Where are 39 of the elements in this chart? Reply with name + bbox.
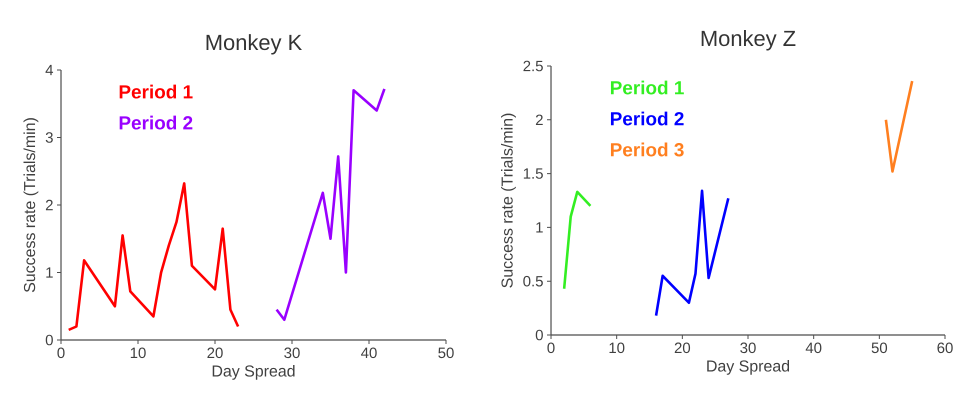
y-tick-label: 2	[46, 200, 53, 210]
x-tick-label: 40	[361, 348, 377, 358]
x-axis-title: Day Spread	[707, 360, 790, 375]
y-tick-label: 0	[46, 334, 53, 346]
chart-title: Monkey K	[206, 34, 302, 54]
x-tick-label: 50	[438, 348, 454, 358]
x-tick-label: 20	[207, 348, 223, 358]
chart-title: Monkey Z	[702, 30, 796, 50]
x-tick-label: 30	[740, 342, 756, 354]
x-tick-label: 30	[284, 348, 300, 358]
y-axis-title: Success rate (Trials/min)	[501, 114, 516, 288]
x-tick-label: 40	[806, 342, 822, 354]
line-series	[562, 190, 592, 290]
text: Period 1	[120, 84, 193, 99]
y-tick-label: 2.5	[523, 60, 543, 72]
y-tick-label: 0	[536, 330, 543, 340]
y-tick-label: 4	[46, 64, 54, 76]
line-series	[654, 190, 730, 317]
x-tick-label: 10	[610, 342, 624, 354]
x-tick-label: 0	[547, 342, 555, 354]
y-tick-label: 1	[536, 222, 543, 233]
y-tick-label: 0.5	[523, 276, 543, 286]
text: Period 3	[610, 142, 684, 156]
x-tick-label: 10	[130, 348, 146, 358]
line-series	[67, 182, 240, 332]
text: Period 2	[610, 112, 684, 126]
x-tick-label: 50	[872, 342, 888, 354]
text: Period 1	[610, 80, 684, 94]
x-tick-label: 60	[937, 342, 953, 354]
x-axis-title: Day Spread	[212, 364, 295, 380]
y-tick-label: 1.5	[524, 168, 543, 179]
line-series	[275, 88, 386, 322]
x-tick-label: 20	[674, 342, 690, 354]
y-tick-label: 2	[536, 114, 543, 126]
x-tick-label: 0	[57, 348, 65, 358]
y-tick-label: 3	[46, 132, 53, 143]
y-axis-title: Success rate (Trials/min)	[23, 118, 38, 292]
y-tick-label: 1	[46, 267, 53, 278]
text: Period 2	[120, 116, 192, 130]
